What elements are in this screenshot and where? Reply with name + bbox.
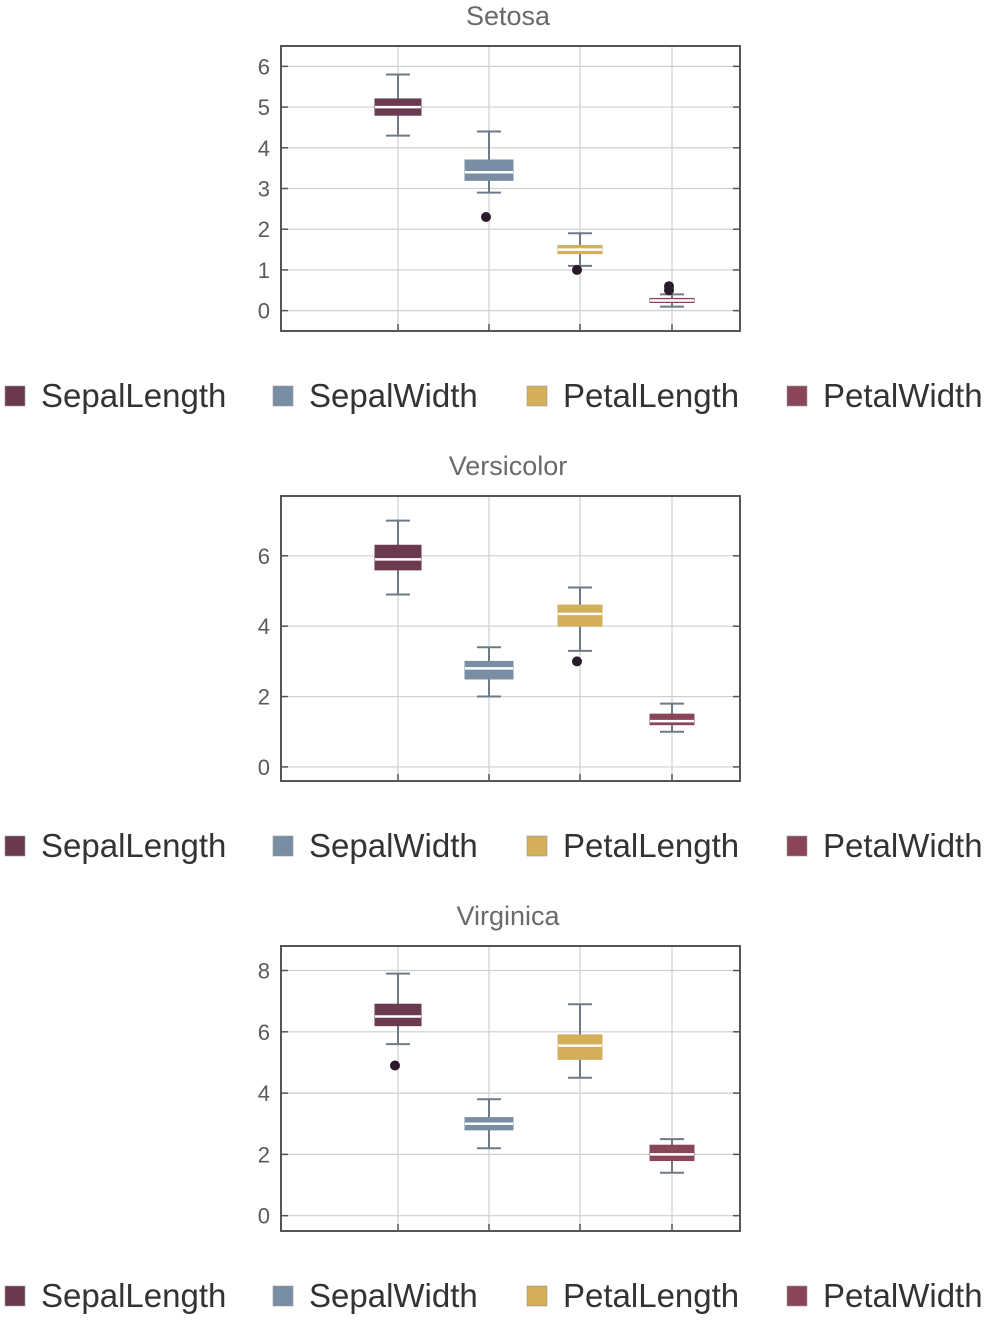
chart-title: Versicolor [449,451,568,481]
box-iqr [649,1144,695,1162]
y-tick-label: 6 [258,1020,270,1045]
legend-label: PetalLength [563,1277,739,1314]
legend-swatch [272,385,294,407]
outlier-point [572,656,582,667]
box-iqr [374,544,422,571]
box-petallength [557,232,603,275]
chart-title: Setosa [466,1,551,31]
y-tick-label: 4 [258,136,270,161]
legend-label: SepalLength [41,827,226,864]
chart-panel-setosa: Setosa 0 1 2 3 4 5 6 SepalLength SepalWidth PetalL… [4,1,983,414]
y-tick-label: 1 [258,258,270,283]
outlier-point [481,212,491,222]
outlier-point [572,264,582,275]
legend-swatch [786,835,808,857]
legend-swatch [786,1285,808,1307]
box-sepalwidth [464,646,514,698]
y-tick-label: 5 [258,95,270,120]
y-tick-label: 0 [258,299,270,324]
legend-swatch [526,1285,548,1307]
y-tick-label: 2 [258,685,270,710]
box-petallength [557,1003,603,1079]
y-tick-label: 4 [258,614,270,639]
legend-swatch [526,385,548,407]
y-tick-label: 3 [258,177,270,202]
y-tick-label: 6 [258,544,270,569]
box-iqr [557,604,603,627]
chart-panel-versicolor: Versicolor 0 2 4 6 SepalLength SepalWidth Petal… [4,451,983,864]
plot-frame [280,945,741,1232]
y-tick-label: 8 [258,959,270,984]
legend-label: SepalWidth [309,827,478,864]
box-sepallength [374,73,422,137]
box-petalwidth [649,1138,695,1174]
box-petalwidth [649,281,695,308]
legend-swatch [272,1285,294,1307]
y-tick-label: 0 [258,1204,270,1229]
legend-label: SepalWidth [309,377,478,414]
legend-label: PetalLength [563,377,739,414]
box-petallength [557,586,603,667]
legend-swatch [4,385,26,407]
box-iqr [464,660,514,680]
y-tick-label: 0 [258,755,270,780]
legend-label: SepalWidth [309,1277,478,1314]
legend-label: SepalLength [41,377,226,414]
outlier-point [390,1060,400,1071]
legend-swatch [4,1285,26,1307]
box-sepalwidth [464,130,514,222]
plot-frame [280,45,741,332]
legend-label: SepalLength [41,1277,226,1314]
plot-frame [280,495,741,782]
legend-label: PetalWidth [823,1277,983,1314]
plot-area [281,946,740,1231]
box-iqr [374,1003,422,1027]
box-iqr [649,713,695,726]
legend: SepalLength SepalWidth PetalLength PetalWid… [4,377,983,414]
legend-label: PetalLength [563,827,739,864]
box-iqr [557,1034,603,1060]
legend-label: PetalWidth [823,377,983,414]
legend: SepalLength SepalWidth PetalLength PetalWid… [4,827,983,864]
legend: SepalLength SepalWidth PetalLength PetalWid… [4,1277,983,1314]
legend-swatch [272,835,294,857]
chart-panel-virginica: Virginica 0 2 4 6 8 SepalLength SepalWidth Petal… [4,901,983,1314]
box-sepallength [374,972,422,1071]
y-tick-label: 2 [258,1142,270,1167]
legend-label: PetalWidth [823,827,983,864]
legend-swatch [4,835,26,857]
legend-swatch [786,385,808,407]
box-petalwidth [649,702,695,733]
legend-swatch [526,835,548,857]
outlier-point [664,281,674,292]
plot-area [281,496,740,781]
box-sepallength [374,519,422,596]
y-tick-label: 2 [258,217,270,242]
box-iqr [464,159,514,181]
y-tick-label: 6 [258,54,270,79]
y-tick-label: 4 [258,1081,270,1106]
chart-title: Virginica [456,901,560,931]
box-sepalwidth [464,1098,514,1150]
